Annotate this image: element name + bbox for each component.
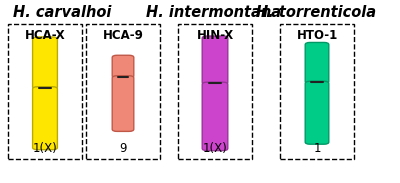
FancyBboxPatch shape	[112, 55, 134, 78]
Text: HCA-9: HCA-9	[102, 29, 144, 42]
Text: 1: 1	[313, 142, 321, 155]
FancyBboxPatch shape	[112, 76, 134, 131]
Text: H. torrenticola: H. torrenticola	[256, 5, 376, 20]
FancyBboxPatch shape	[305, 42, 329, 83]
Text: 1(X): 1(X)	[33, 142, 57, 155]
Text: H. intermontana: H. intermontana	[146, 5, 282, 20]
FancyBboxPatch shape	[202, 36, 228, 84]
Text: HTO-1: HTO-1	[296, 29, 338, 42]
FancyBboxPatch shape	[33, 37, 58, 89]
Text: HCA-X: HCA-X	[25, 29, 65, 42]
FancyBboxPatch shape	[33, 87, 58, 150]
Text: 1(X): 1(X)	[203, 142, 227, 155]
Text: 9: 9	[119, 142, 127, 155]
FancyBboxPatch shape	[305, 81, 329, 144]
FancyBboxPatch shape	[202, 82, 228, 151]
Text: HIN-X: HIN-X	[196, 29, 234, 42]
Text: H. carvalhoi: H. carvalhoi	[13, 5, 111, 20]
